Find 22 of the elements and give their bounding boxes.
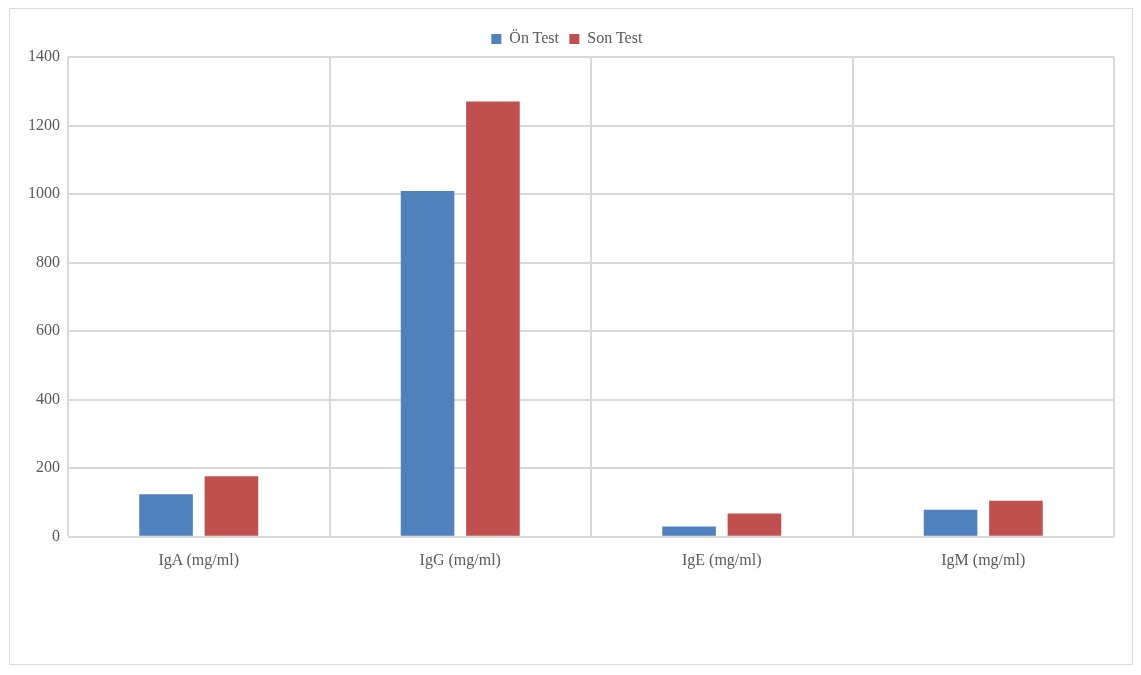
bar: [204, 476, 259, 536]
bar: [662, 526, 716, 536]
bar: [989, 500, 1043, 536]
legend-label: Son Test: [587, 29, 643, 47]
y-tick-label: 0: [52, 527, 60, 544]
bar: [923, 509, 978, 536]
y-tick-label: 1200: [28, 115, 60, 133]
y-tick-label: 200: [36, 458, 60, 476]
x-tick-label: IgG (mg/ml): [419, 550, 501, 569]
bar: [400, 191, 455, 536]
y-tick-label: 1400: [28, 47, 60, 65]
x-tick-label: IgA (mg/ml): [158, 550, 239, 569]
bar: [139, 494, 193, 536]
legend-label: Ön Test: [509, 29, 560, 47]
y-tick-label: 400: [36, 389, 60, 407]
x-tick-label: IgM (mg/ml): [941, 550, 1026, 569]
bar: [466, 101, 520, 536]
y-tick-label: 800: [36, 252, 60, 270]
x-tick-label: IgE (mg/ml): [681, 550, 762, 569]
bar: [727, 513, 782, 536]
y-tick-label: 600: [36, 321, 60, 339]
y-tick-label: 1000: [28, 184, 60, 202]
